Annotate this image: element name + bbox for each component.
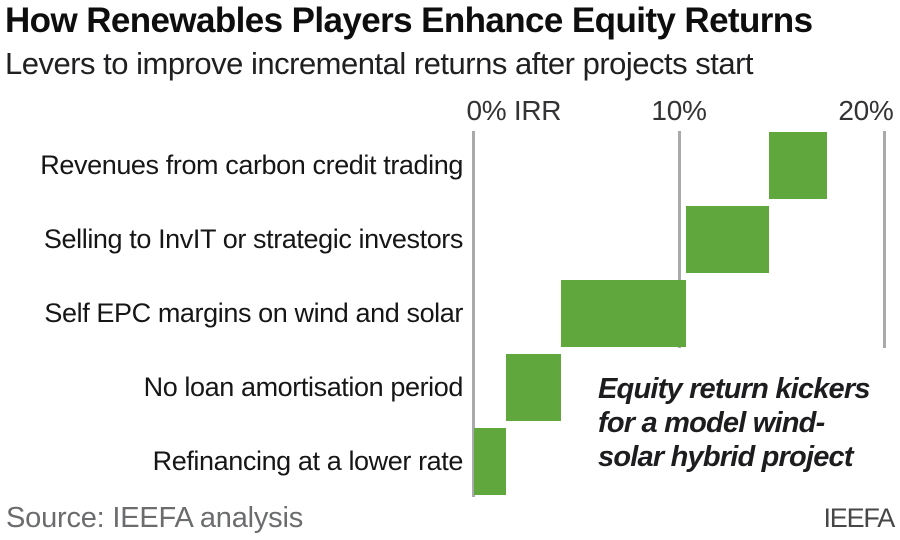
source-text: Source: IEEFA analysis bbox=[6, 502, 304, 534]
gridline-10-percent bbox=[677, 131, 681, 348]
bar-revenues-carbon-credit-trading bbox=[769, 131, 827, 199]
chart-title: How Renewables Players Enhance Equity Re… bbox=[5, 1, 813, 40]
bar-no-loan-amortisation bbox=[506, 354, 561, 422]
category-label-invit: Selling to InvIT or strategic investors bbox=[43, 223, 463, 254]
category-label-amortisation: No loan amortisation period bbox=[143, 372, 464, 403]
annotation-line-2: for a model wind- bbox=[598, 407, 825, 439]
bar-self-epc-margins bbox=[560, 279, 687, 347]
axis-tick-label-20: 20% bbox=[838, 95, 894, 126]
chart-subtitle: Levers to improve incremental returns af… bbox=[5, 46, 754, 81]
bar-refinancing-lower-rate bbox=[473, 428, 507, 496]
bar-selling-to-invit bbox=[686, 205, 770, 273]
category-label-carbon-credit: Revenues from carbon credit trading bbox=[40, 149, 463, 180]
gridline-0-percent bbox=[472, 131, 475, 497]
gridline-20-percent bbox=[883, 131, 886, 348]
annotation-line-3: solar hybrid project bbox=[598, 441, 854, 473]
brand-text: IEEFA bbox=[823, 503, 895, 533]
axis-tick-label-10: 10% bbox=[651, 95, 707, 126]
axis-tick-label-0-irr: 0% IRR bbox=[466, 95, 562, 126]
category-label-refinancing: Refinancing at a lower rate bbox=[152, 446, 464, 477]
annotation-note: Equity return kickers for a model wind- … bbox=[598, 372, 871, 474]
annotation-line-1: Equity return kickers bbox=[598, 373, 871, 405]
category-label-self-epc: Self EPC margins on wind and solar bbox=[44, 297, 463, 328]
